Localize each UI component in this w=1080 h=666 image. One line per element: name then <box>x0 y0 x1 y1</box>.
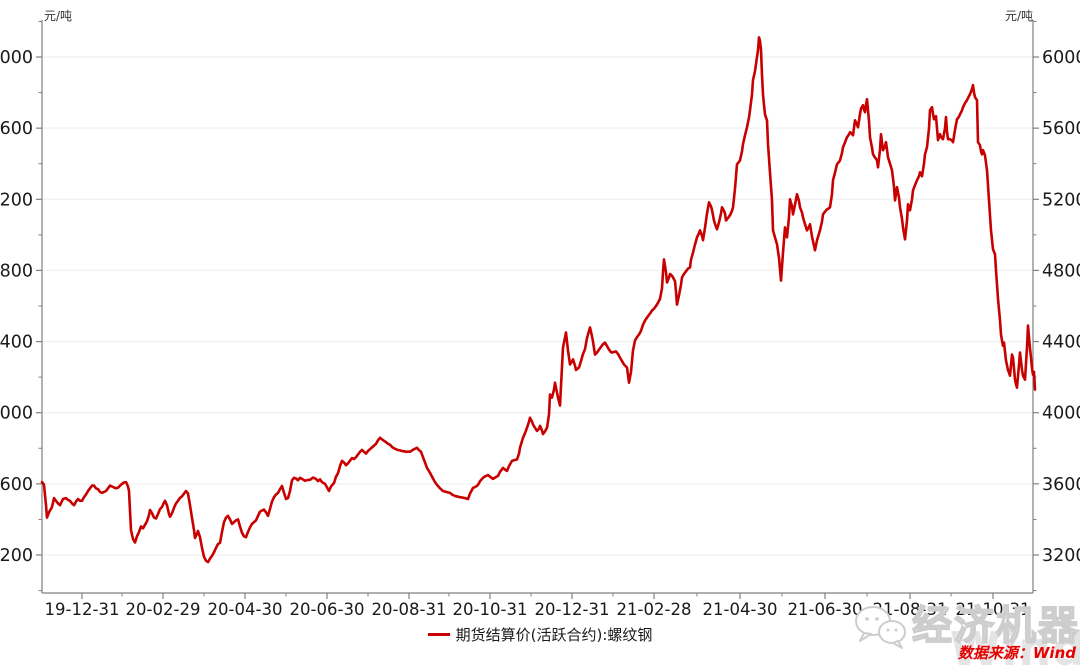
y-tick-label-left: 4800 <box>0 261 33 281</box>
x-tick-label: 21-08-31 <box>873 600 948 619</box>
data-source-label: 数据来源：Wind <box>957 644 1076 662</box>
y-tick-label-right: 5200 <box>1042 190 1080 210</box>
x-tick-label: 21-04-30 <box>703 600 778 619</box>
wind-watermark: Wind <box>949 622 1080 666</box>
y-tick-label-right: 3200 <box>1042 546 1080 566</box>
x-tick-label: 21-06-30 <box>788 600 863 619</box>
legend-line-marker <box>427 633 450 636</box>
x-tick-label: 20-02-29 <box>126 600 201 619</box>
y-axis-unit-right: 元/吨 <box>1004 9 1033 23</box>
y-tick-label-left: 4400 <box>0 333 33 353</box>
x-tick-label: 20-12-31 <box>535 600 610 619</box>
x-tick-label: 21-02-28 <box>617 600 692 619</box>
y-tick-label-left: 5200 <box>0 190 33 210</box>
x-tick-label: 20-08-31 <box>372 600 447 619</box>
y-axis-unit-left: 元/吨 <box>44 9 73 23</box>
x-tick-label: 20-06-30 <box>290 600 365 619</box>
y-tick-label-right: 4000 <box>1042 404 1080 424</box>
x-tick-label: 20-10-31 <box>453 600 528 619</box>
y-tick-label-right: 4400 <box>1042 333 1080 353</box>
x-tick-label: 19-12-31 <box>45 600 120 619</box>
y-tick-label-left: 4000 <box>0 404 33 424</box>
y-tick-label-left: 3200 <box>0 546 33 566</box>
legend-label: 期货结算价(活跃合约):螺纹钢 <box>455 626 653 644</box>
y-tick-label-right: 4800 <box>1042 261 1080 281</box>
x-tick-label: 20-04-30 <box>208 600 283 619</box>
price-line-series <box>40 36 1037 564</box>
x-tick-label: 21-10-31 <box>956 600 1031 619</box>
chart-legend: 期货结算价(活跃合约):螺纹钢 <box>0 624 1080 645</box>
